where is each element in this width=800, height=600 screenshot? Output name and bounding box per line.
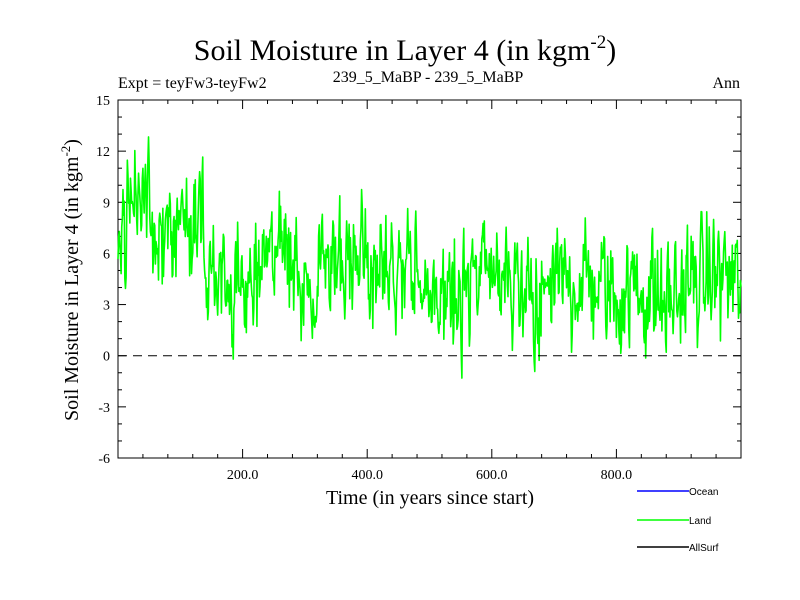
y-axis-label-superscript: -2	[58, 146, 73, 157]
subtitle-experiment: Expt = teyFw3-teyFw2	[118, 75, 267, 92]
y-tick-label: 6	[103, 247, 110, 262]
y-tick-label: 12	[96, 145, 110, 160]
subtitle-season: Ann	[712, 75, 740, 92]
x-axis: 200.0 400.0 600.0 800.0	[117, 100, 742, 483]
legend-label-land: Land	[689, 516, 711, 527]
chart-title-close: )	[606, 34, 616, 67]
x-tick-label: 400.0	[351, 468, 383, 483]
chart-title-main: Soil Moisture in Layer 4 (in kgm	[194, 34, 591, 67]
subtitle-period: 239_5_MaBP - 239_5_MaBP	[333, 69, 524, 86]
x-axis-label: Time (in years since start)	[326, 487, 534, 509]
y-tick-label: 0	[103, 350, 110, 365]
y-axis-label-close: )	[61, 139, 83, 146]
y-tick-label: 15	[96, 94, 110, 109]
y-tick-label: 9	[103, 196, 110, 211]
plot-frame	[117, 99, 742, 459]
x-tick-label: 200.0	[227, 468, 259, 483]
x-tick-label: 600.0	[476, 468, 508, 483]
y-tick-label: -6	[98, 452, 110, 467]
chart-title: Soil Moisture in Layer 4 (in kgm-2)	[194, 32, 616, 67]
legend-label-allsurf: AllSurf	[689, 543, 719, 554]
legend: Ocean Land AllSurf	[637, 487, 719, 554]
y-axis-label-main: Soil Moisture in Layer 4 (in kgm	[61, 156, 83, 421]
series-layer	[117, 136, 742, 379]
y-tick-label: 3	[103, 299, 110, 314]
x-tick-label: 800.0	[601, 468, 633, 483]
legend-label-ocean: Ocean	[689, 487, 718, 498]
y-tick-label: -3	[98, 401, 110, 416]
chart-title-superscript: -2	[590, 32, 606, 53]
series-land-line	[117, 136, 742, 379]
y-axis-label: Soil Moisture in Layer 4 (in kgm-2)	[58, 139, 83, 421]
y-axis: -6 -3 0 3 6 9 12 15	[96, 94, 741, 467]
